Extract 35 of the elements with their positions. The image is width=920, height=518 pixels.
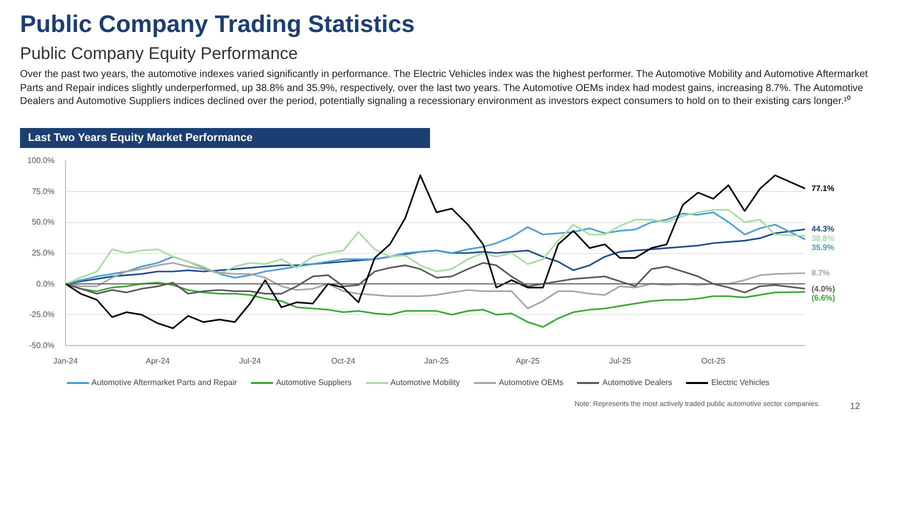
line-series xyxy=(66,262,805,310)
line-series xyxy=(66,174,805,330)
y-tick-label: 50.0% xyxy=(32,218,55,227)
legend-label: Automotive Suppliers xyxy=(274,378,352,387)
chart-title: Public Company Trading Statistics xyxy=(20,10,415,40)
x-tick-label: Jul-25 xyxy=(609,356,632,366)
y-tick-label: 0.0% xyxy=(36,279,54,288)
y-tick-label: -25.0% xyxy=(29,310,55,320)
text: 12 xyxy=(850,400,860,413)
legend-label: Automotive Dealers xyxy=(601,378,672,387)
legend-label: Electric Vehicles xyxy=(710,378,770,387)
annotation: 77.1% xyxy=(812,184,834,194)
annotation: 8.7% xyxy=(812,268,830,278)
annotation: (4.0%) xyxy=(812,284,836,294)
x-tick-label: Jan-24 xyxy=(53,356,78,366)
x-tick-label: Apr-24 xyxy=(146,356,170,366)
annotation: 44.3% xyxy=(812,224,834,234)
legend-label: Automotive Aftermarket Parts and Repair xyxy=(90,378,237,387)
x-tick-label: Oct-24 xyxy=(331,356,356,366)
x-tick-label: Apr-25 xyxy=(516,356,540,366)
x-tick-label: Jul-24 xyxy=(239,356,262,366)
annotation: 38.8% xyxy=(812,234,834,243)
x-tick-label: Jan-25 xyxy=(424,356,450,366)
x-tick-label: Oct-25 xyxy=(701,356,726,366)
y-tick-label: 25.0% xyxy=(32,248,55,258)
text: Last Two Years Equity Market Performance xyxy=(28,131,253,146)
y-tick-label: 100.0% xyxy=(27,156,55,165)
annotation: (6.6%) xyxy=(812,294,836,303)
annotation: 35.9% xyxy=(812,243,834,252)
legend-label: Automotive Mobility xyxy=(390,378,460,387)
text: Over the past two years, the automotive indexes varied significantly in performance. The Electric Vehicles index was the highest performer. The Automotive Mobility and Automotive Aftermarket Parts and Repair indices slightly underperformed, up 38.8% and 35.9%, respectively, over the last two years. The Automotive OEMs index had modest gains, increasing 8.7%. The Automotive Dealers and Automotive Suppliers indices declined over the period, potentially signaling a recessionary environment as investors expect consumers to hold on to their existing cars longer.¹⁰ xyxy=(20,68,869,108)
chart-subtitle: Public Company Equity Performance xyxy=(20,43,298,65)
y-tick-label: 75.0% xyxy=(32,186,55,196)
y-tick-label: -50.0% xyxy=(29,341,55,350)
legend-label: Automotive OEMs xyxy=(498,378,564,387)
